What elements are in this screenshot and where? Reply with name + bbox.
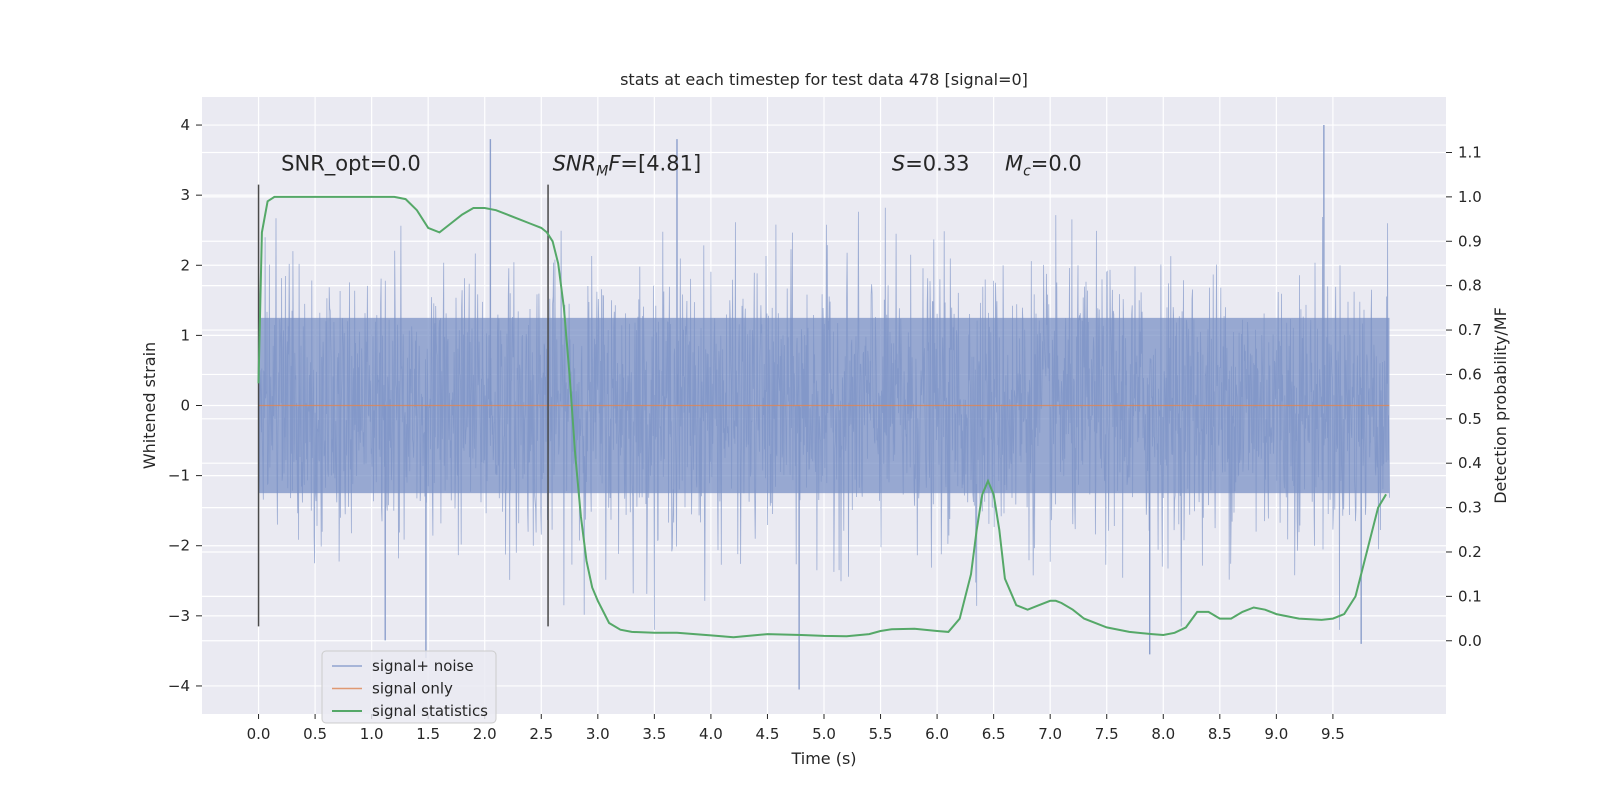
legend-box [321, 650, 497, 724]
y-tick-label: −4 [168, 677, 190, 695]
annotation-label: SNR_opt=0.0 [281, 152, 421, 177]
x-tick-label: 7.5 [1095, 725, 1119, 743]
y-tick-label: 1 [180, 326, 190, 344]
x-tick-label: 5.5 [869, 725, 893, 743]
x-tick-label: 3.5 [642, 725, 666, 743]
x-tick-label: 6.0 [925, 725, 949, 743]
y-tick-label: −3 [168, 607, 190, 625]
series-lines [257, 184, 1390, 639]
x-tick-label: 8.5 [1208, 725, 1232, 743]
y-tick-label: 3 [180, 186, 190, 204]
y2-tick-label: 0.3 [1458, 499, 1482, 517]
y-tick-label: 0 [180, 397, 190, 415]
annotation-label: Mc=0.0 [1005, 152, 1082, 180]
legend-label: signal only [372, 680, 453, 698]
y2-tick-label: 0.5 [1458, 410, 1482, 428]
x-tick-label: 1.5 [416, 725, 440, 743]
y2-tick-label: 0.4 [1458, 454, 1482, 472]
annotation-label: S=0.33 [892, 152, 970, 176]
x-tick-label: 2.5 [529, 725, 553, 743]
y-axis-right: 1.1 1.0 0.9 0.8 0.7 0.6 0.5 0.4 0.3 0.2 0.1 0.0 [1446, 143, 1482, 650]
x-tick-label: 0.0 [247, 725, 271, 743]
x-axis: 0.0 0.5 1.0 1.5 2.0 2.5 3.0 3.5 4.0 4.5 5.0 5.5 6.0 6… [247, 714, 1345, 743]
signal-statistics-line [257, 195, 1387, 639]
y-tick-label: −2 [168, 537, 190, 555]
legend: signal+ noise signal only signal statistic… [321, 650, 497, 724]
chart-title: stats at each timestep for test data 478… [620, 70, 1028, 89]
y2-tick-label: 0.1 [1458, 587, 1482, 605]
y2-tick-label: 0.7 [1458, 321, 1482, 339]
x-tick-label: 4.5 [756, 725, 780, 743]
x-tick-label: 7.0 [1038, 725, 1062, 743]
y2-tick-label: 0.8 [1458, 277, 1482, 295]
x-tick-label: 5.0 [812, 725, 836, 743]
y2-axis-label: Detection probability/MF [1491, 307, 1510, 504]
annotations: SNR_opt=0.0 SNRMF=[4.81] S=0.33 Mc=0.0 [281, 152, 1082, 180]
y-tick-label: 2 [180, 256, 190, 274]
y2-tick-label: 0.6 [1458, 365, 1482, 383]
x-tick-label: 9.5 [1321, 725, 1345, 743]
y2-tick-label: 1.0 [1458, 188, 1482, 206]
x-tick-label: 1.0 [360, 725, 384, 743]
legend-label: signal statistics [372, 702, 488, 720]
x-tick-label: 8.0 [1151, 725, 1175, 743]
x-tick-label: 3.0 [586, 725, 610, 743]
x-tick-label: 6.5 [982, 725, 1006, 743]
x-tick-label: 9.0 [1264, 725, 1288, 743]
x-tick-label: 2.0 [473, 725, 497, 743]
y-tick-label: 4 [180, 116, 190, 134]
y2-tick-label: 0.9 [1458, 232, 1482, 250]
annotation-label: SNRMF=[4.81] [553, 152, 702, 180]
y-tick-label: −1 [168, 467, 190, 485]
y2-tick-label: 0.2 [1458, 543, 1482, 561]
y-axis-label: Whitened strain [140, 342, 159, 469]
x-axis-label: Time (s) [790, 749, 856, 768]
y2-tick-label: 1.1 [1458, 143, 1482, 161]
x-tick-label: 4.0 [699, 725, 723, 743]
x-tick-label: 0.5 [303, 725, 327, 743]
y-axis-left: 4 3 2 1 0 −1 −2 −3 −4 [168, 116, 202, 695]
y2-tick-label: 0.0 [1458, 632, 1482, 650]
legend-label: signal+ noise [372, 657, 474, 675]
